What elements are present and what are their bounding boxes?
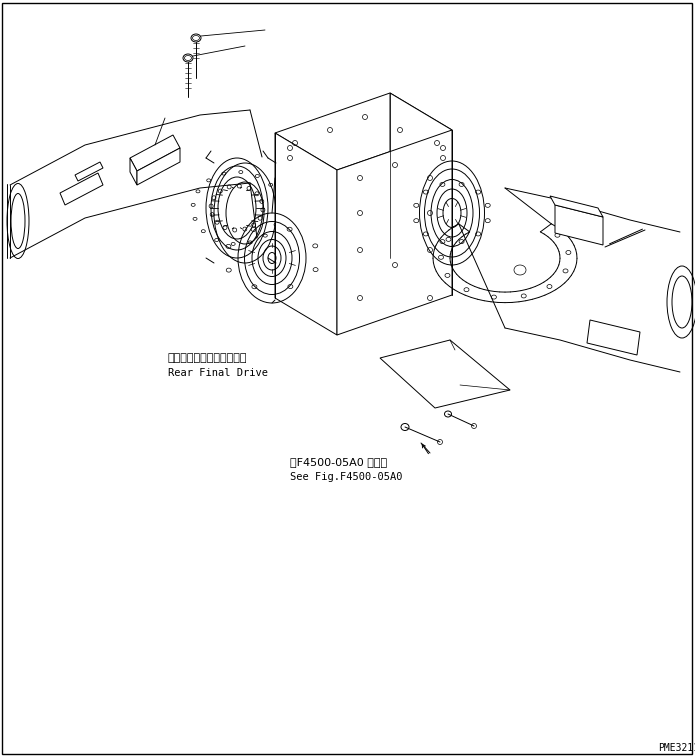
Polygon shape <box>275 133 337 335</box>
Polygon shape <box>275 93 452 170</box>
Polygon shape <box>587 320 640 355</box>
Polygon shape <box>380 340 510 408</box>
Polygon shape <box>130 158 137 185</box>
Polygon shape <box>137 148 180 185</box>
Text: See Fig.F4500-05A0: See Fig.F4500-05A0 <box>290 472 402 482</box>
Text: 第F4500-05A0 図参照: 第F4500-05A0 図参照 <box>290 457 387 467</box>
Text: Rear Final Drive: Rear Final Drive <box>168 368 268 378</box>
Polygon shape <box>130 135 180 171</box>
Text: PME3211: PME3211 <box>658 743 695 753</box>
Polygon shape <box>75 162 103 181</box>
Polygon shape <box>60 173 103 205</box>
Polygon shape <box>390 93 452 295</box>
Polygon shape <box>555 205 603 245</box>
Polygon shape <box>337 130 452 335</box>
Polygon shape <box>550 196 603 217</box>
Text: リヤーファイナルドライブ: リヤーファイナルドライブ <box>168 353 247 363</box>
